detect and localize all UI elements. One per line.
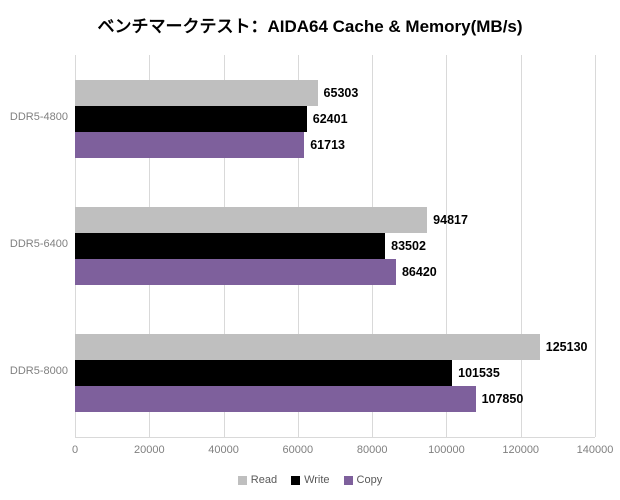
category-label-ddr5-4800: DDR5-4800 [9, 110, 68, 123]
bar-ddr5-6400-copy[interactable] [75, 259, 396, 285]
bar-ddr5-4800-write[interactable] [75, 105, 307, 132]
bar-value-label-ddr5-8000-write: 101535 [458, 366, 500, 381]
x-tick-label-120000: 120000 [502, 444, 540, 456]
chart-legend: Read Write Copy [0, 474, 620, 486]
x-tick-label-100000: 100000 [428, 444, 465, 456]
x-tick-label-60000: 60000 [282, 444, 314, 456]
x-tick-label-140000: 140000 [576, 444, 614, 456]
bar-ddr5-8000-write[interactable] [75, 360, 453, 387]
bar-ddr5-8000-copy[interactable] [75, 386, 476, 413]
legend-swatch-copy-icon [343, 475, 353, 485]
legend-item-read[interactable]: Read [237, 474, 278, 486]
legend-label-read: Read [250, 474, 278, 486]
bar-ddr5-6400-write[interactable] [75, 233, 386, 259]
x-tick-label-40000: 40000 [208, 444, 239, 456]
bar-value-label-ddr5-4800-read: 65303 [323, 85, 359, 100]
bar-value-label-ddr5-6400-read: 94817 [433, 213, 468, 227]
gridline-120000 [520, 55, 522, 437]
x-tick-label-20000: 20000 [133, 444, 165, 456]
legend-label-copy: Copy [356, 474, 383, 486]
legend-item-write[interactable]: Write [291, 474, 330, 486]
x-axis-baseline [75, 437, 595, 438]
legend-swatch-read-icon [237, 475, 247, 485]
bar-value-label-ddr5-4800-write: 62401 [312, 111, 348, 126]
legend-label-write: Write [304, 474, 330, 486]
x-tick-label-80000: 80000 [356, 444, 388, 456]
bar-value-label-ddr5-4800-copy: 61713 [310, 137, 345, 152]
bar-ddr5-6400-read[interactable] [75, 207, 428, 233]
gridline-100000 [446, 55, 448, 437]
category-label-ddr5-6400: DDR5-6400 [9, 238, 68, 250]
bar-value-label-ddr5-8000-copy: 107850 [481, 392, 524, 407]
plot-area: 65303 62401 61713 94817 83502 86420 125130 1015… [75, 55, 596, 438]
bar-value-label-ddr5-6400-write: 83502 [391, 239, 426, 253]
x-tick-label-0: 0 [71, 444, 79, 456]
chart-title: ベンチマークテスト：AIDA64 Cache & Memory(MB/s) [97, 17, 523, 36]
category-label-ddr5-8000: DDR5-8000 [9, 365, 68, 378]
bar-ddr5-4800-copy[interactable] [75, 131, 305, 158]
bar-ddr5-4800-read[interactable] [75, 79, 318, 106]
bar-value-label-ddr5-8000-read: 125130 [545, 340, 588, 355]
gridline-140000 [595, 55, 596, 437]
legend-item-copy[interactable]: Copy [343, 474, 383, 486]
bar-value-label-ddr5-6400-copy: 86420 [401, 265, 437, 279]
bar-ddr5-8000-read[interactable] [75, 334, 540, 361]
legend-swatch-write-icon [291, 475, 301, 485]
